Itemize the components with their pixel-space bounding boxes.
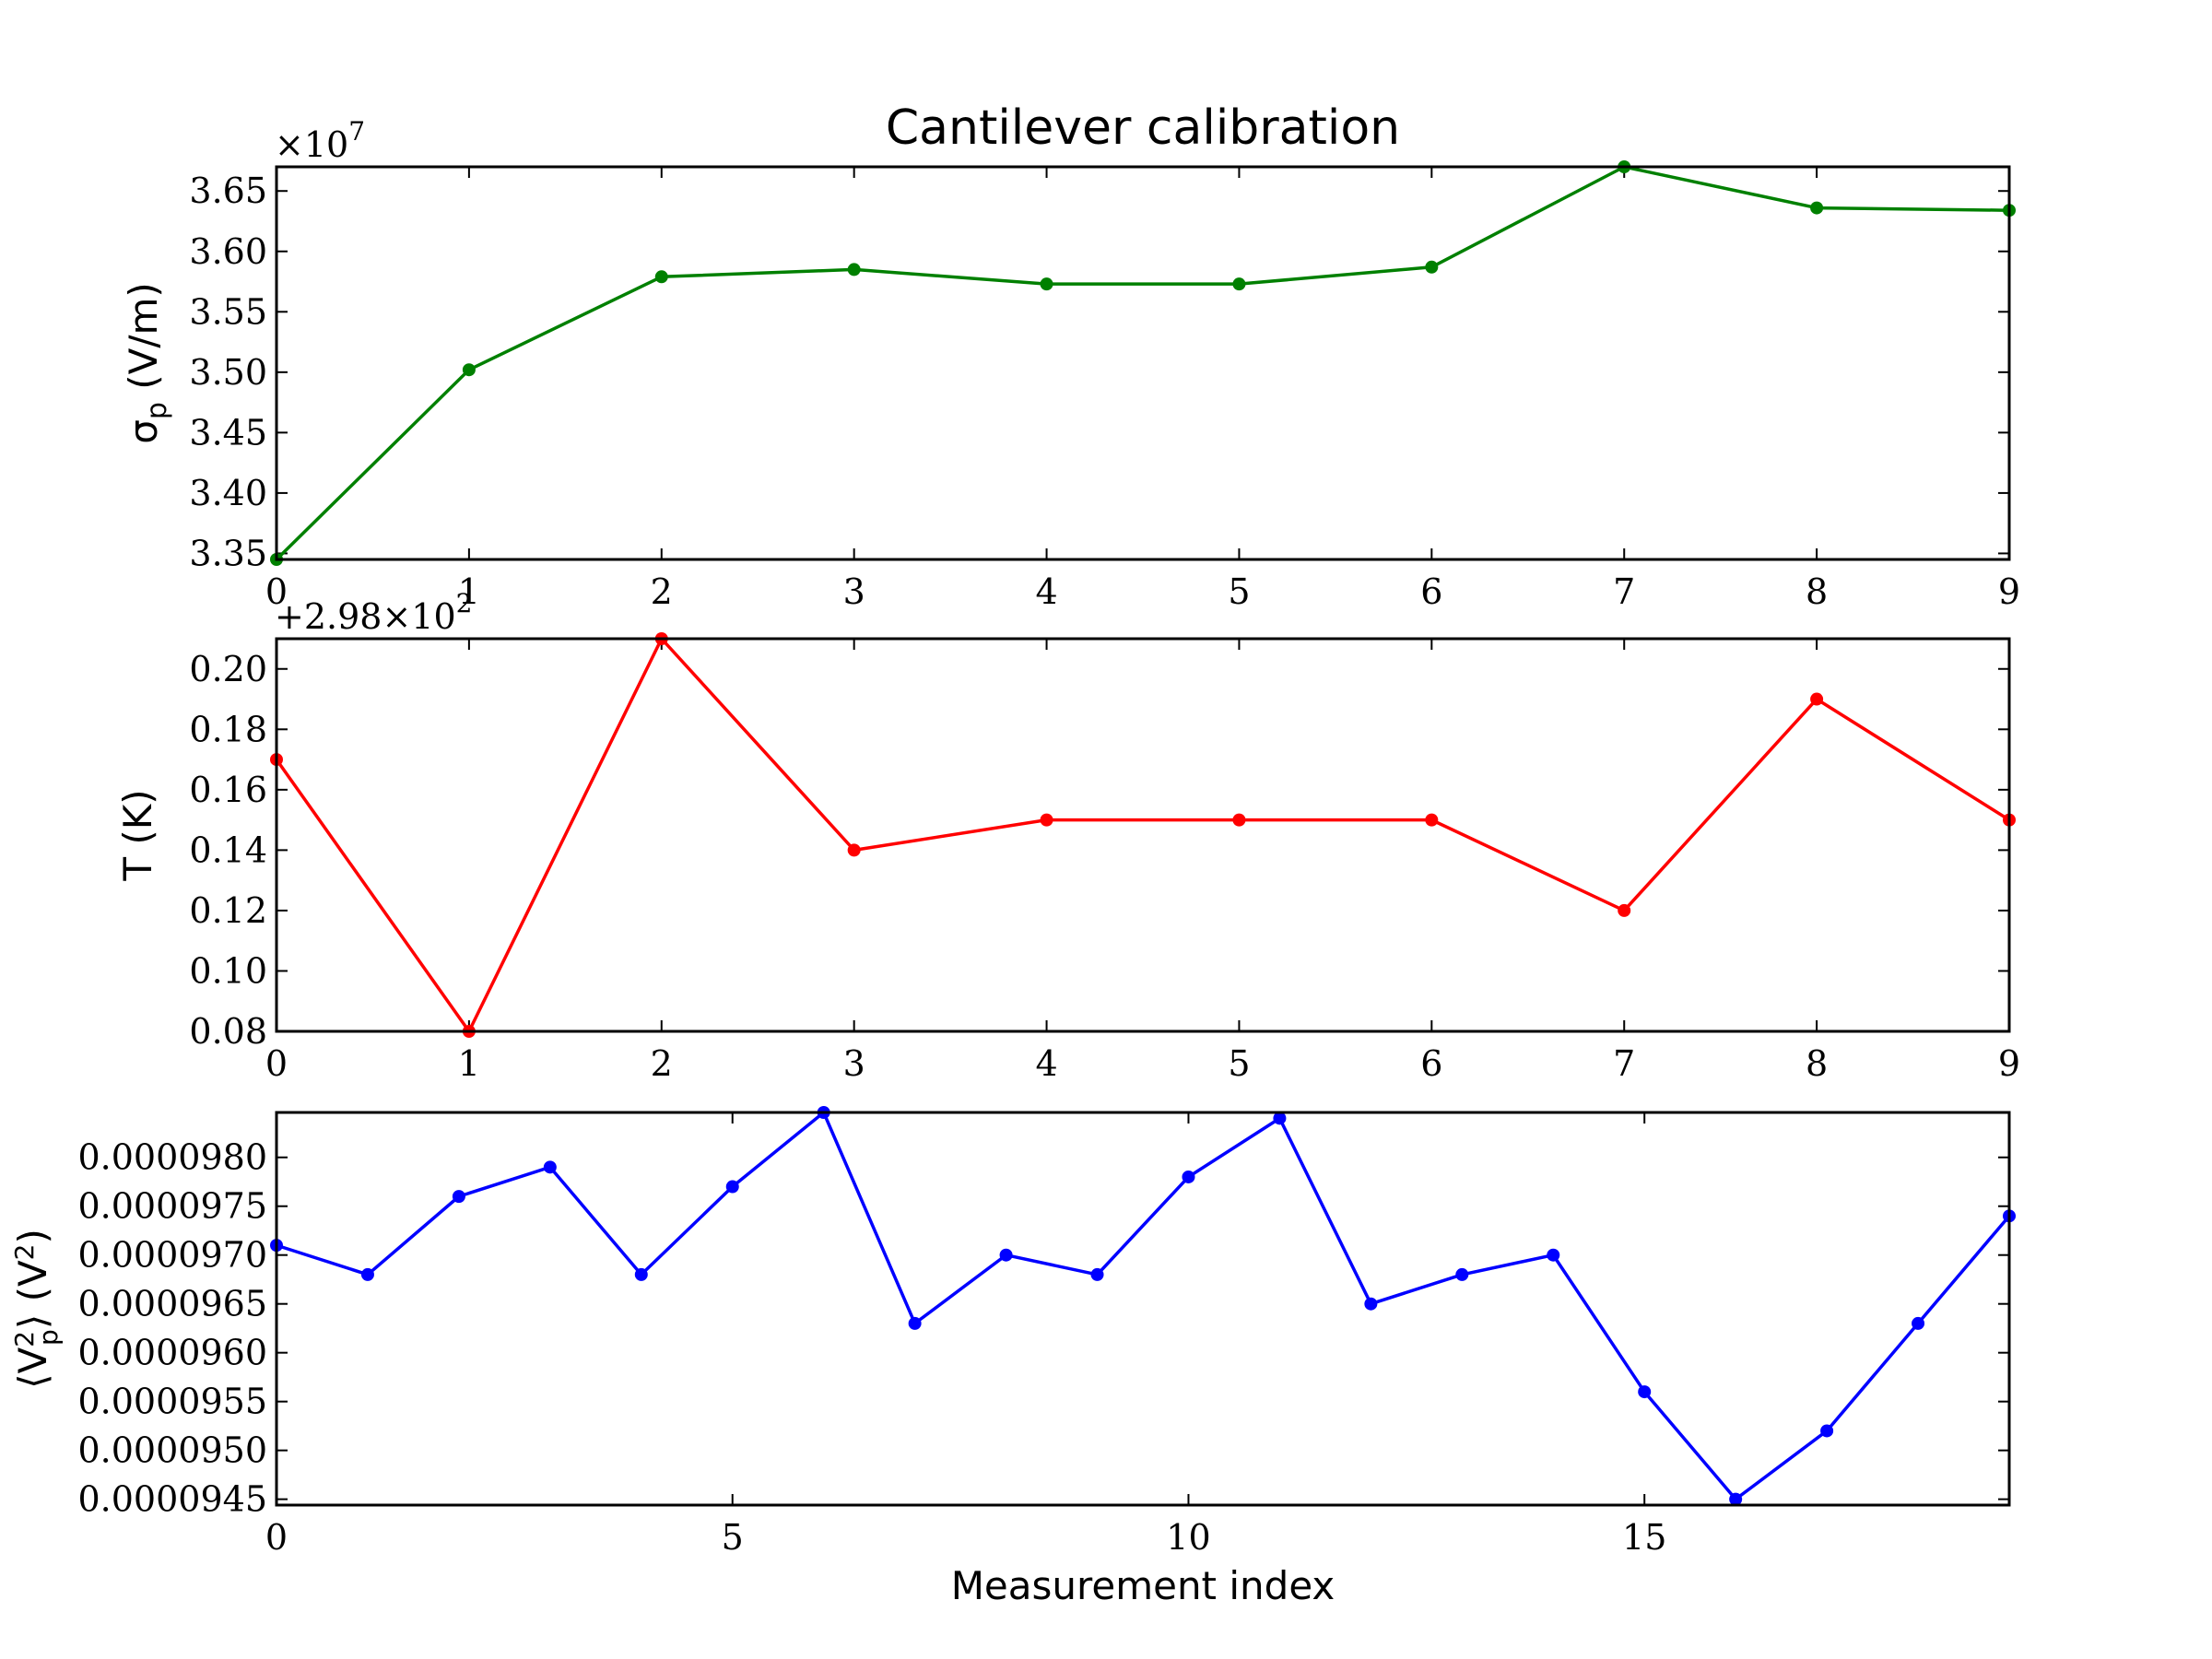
temperature-x-tick-label: 4 (1035, 1043, 1057, 1084)
sigma-y-tick-label: 3.40 (189, 473, 267, 513)
voltage-data-point (908, 1316, 922, 1330)
temperature-x-tick-label: 9 (1998, 1043, 2020, 1084)
temperature-y-tick-label: 0.08 (189, 1011, 267, 1052)
sigma-x-tick-label: 4 (1035, 571, 1057, 612)
temperature-x-tick-label: 8 (1806, 1043, 1828, 1084)
voltage-x-tick-label: 0 (265, 1517, 288, 1558)
voltage-data-point (1364, 1297, 1378, 1311)
panel-temperature: 0 1 2 3 4 5 6 7 8 9 0.08 0.10 0.12 0.14 0.16 0.18 0.20 +… (115, 588, 2020, 1084)
voltage-data-point (1182, 1170, 1195, 1183)
x-axis-label: Measurement index (951, 1563, 1335, 1608)
sigma-x-tick-label: 2 (651, 571, 673, 612)
sigma-y-tick-label: 3.55 (189, 291, 267, 332)
voltage-y-tick-label: 0.0000960 (78, 1333, 268, 1373)
temperature-x-tick-label: 5 (1228, 1043, 1250, 1084)
panel-sigma: 0 1 2 3 4 5 6 7 8 9 3.35 3.40 3.45 3.50 3.55 3.60 3.65 ×… (121, 116, 2020, 612)
voltage-y-tick-label: 0.0000950 (78, 1430, 268, 1471)
voltage-data-point (1638, 1385, 1652, 1399)
sigma-y-tick-label: 3.50 (189, 352, 267, 393)
sigma-x-tick-label: 9 (1998, 571, 2020, 612)
voltage-data-point (1729, 1492, 1743, 1506)
sigma-x-tick-label: 6 (1420, 571, 1442, 612)
voltage-data-point (452, 1190, 465, 1204)
voltage-y-tick-label: 0.0000975 (78, 1186, 268, 1227)
sigma-data-point (1232, 277, 1246, 291)
temperature-y-tick-label: 0.18 (189, 709, 267, 749)
panel-temperature-offset-text: +2.98×102 (275, 588, 472, 637)
voltage-data-point (725, 1180, 739, 1194)
temperature-data-point (1232, 813, 1246, 827)
panel-sigma-ticks: 0 1 2 3 4 5 6 7 8 9 3.35 3.40 3.45 3.50 3.55 3.60 3.65 (189, 167, 2020, 612)
sigma-y-tick-label: 3.65 (189, 171, 267, 211)
temperature-data-point (1810, 692, 1824, 706)
voltage-data-point (1547, 1248, 1560, 1262)
voltage-data-point (360, 1267, 374, 1281)
voltage-data-point (1455, 1267, 1469, 1281)
temperature-y-tick-label: 0.16 (189, 770, 267, 810)
voltage-y-tick-label: 0.0000970 (78, 1235, 268, 1276)
sigma-y-tick-label: 3.45 (189, 412, 267, 453)
voltage-y-tick-label: 0.0000955 (78, 1382, 268, 1422)
voltage-data-point (1912, 1316, 1925, 1330)
sigma-x-tick-label: 1 (458, 571, 480, 612)
panel-voltage-ticks: 0 5 10 15 0.0000945 0.0000950 0.0000955 0.00009… (78, 1112, 2009, 1558)
temperature-y-tick-label: 0.14 (189, 830, 267, 870)
voltage-data-point (1273, 1112, 1287, 1125)
sigma-x-tick-label: 8 (1806, 571, 1828, 612)
sigma-y-tick-label: 3.35 (189, 533, 267, 573)
sigma-series-line (275, 165, 2010, 561)
sigma-data-point (847, 263, 861, 276)
sigma-data-point (1810, 201, 1824, 215)
panel-voltage: 0 5 10 15 0.0000945 0.0000950 0.0000955 0.00009… (9, 1106, 2016, 1558)
temperature-data-point (1040, 813, 1053, 827)
temperature-data-point (1425, 813, 1439, 827)
temperature-y-tick-label: 0.20 (189, 649, 267, 689)
temperature-x-tick-label: 6 (1420, 1043, 1442, 1084)
sigma-x-tick-label: 5 (1228, 571, 1250, 612)
voltage-series-line (276, 1111, 2011, 1501)
panel-sigma-ylabel: σp (V/m) (121, 282, 173, 444)
voltage-x-tick-label: 15 (1622, 1517, 1666, 1558)
temperature-x-tick-label: 2 (651, 1043, 673, 1084)
panel-temperature-ylabel: T (K) (115, 789, 160, 881)
temperature-data-point (847, 843, 861, 857)
panel-voltage-frame (275, 1111, 2011, 1507)
panel-temperature-ticks: 0 1 2 3 4 5 6 7 8 9 0.08 0.10 0.12 0.14 0.16 0.18 0.20 (189, 639, 2020, 1084)
temperature-y-tick-label: 0.10 (189, 950, 267, 991)
voltage-y-tick-label: 0.0000980 (78, 1137, 268, 1178)
voltage-data-point (634, 1267, 648, 1281)
chart-title: Cantilever calibration (886, 100, 1400, 156)
voltage-data-point (1090, 1267, 1104, 1281)
sigma-data-point (654, 270, 668, 284)
sigma-data-point (1425, 260, 1439, 274)
panel-sigma-frame (275, 165, 2011, 561)
sigma-data-point (462, 363, 476, 377)
voltage-x-tick-label: 10 (1166, 1517, 1210, 1558)
sigma-data-point (1040, 277, 1053, 291)
voltage-data-point (999, 1248, 1013, 1262)
voltage-y-tick-label: 0.0000945 (78, 1479, 268, 1520)
sigma-x-tick-label: 0 (265, 571, 288, 612)
panel-temperature-frame (275, 637, 2011, 1033)
temperature-x-tick-label: 0 (265, 1043, 288, 1084)
temperature-data-point (1618, 903, 1631, 917)
temperature-series-line (275, 637, 2010, 1033)
series-voltage (270, 1106, 2016, 1506)
voltage-x-tick-label: 5 (722, 1517, 744, 1558)
series-sigma (270, 160, 2016, 566)
voltage-data-point (543, 1160, 557, 1174)
sigma-x-tick-label: 7 (1613, 571, 1635, 612)
panel-voltage-ylabel: ⟨V2p⟩ (V2) (9, 1229, 64, 1389)
series-temperature (270, 632, 2016, 1038)
voltage-data-point (1820, 1424, 1834, 1438)
voltage-y-tick-label: 0.0000965 (78, 1284, 268, 1324)
panel-sigma-offset-text: ×107 (275, 116, 365, 165)
sigma-y-tick-label: 3.60 (189, 231, 267, 272)
sigma-x-tick-label: 3 (843, 571, 865, 612)
temperature-x-tick-label: 7 (1613, 1043, 1635, 1084)
temperature-y-tick-label: 0.12 (189, 890, 267, 931)
temperature-x-tick-label: 1 (458, 1043, 480, 1084)
temperature-x-tick-label: 3 (843, 1043, 865, 1084)
